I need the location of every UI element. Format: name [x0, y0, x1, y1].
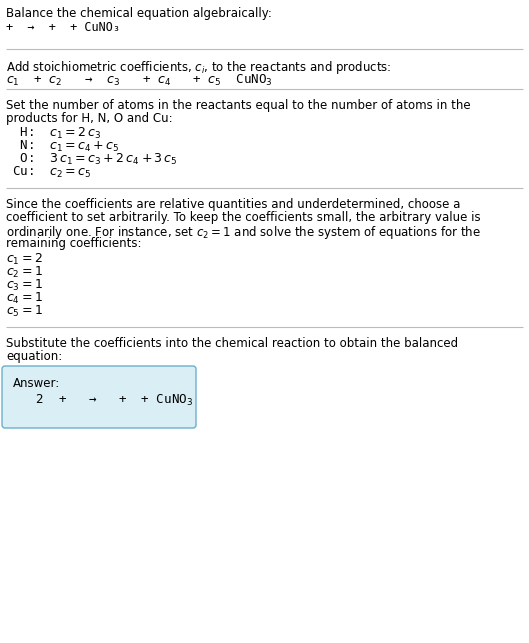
- Text: N:  $c_1 = c_4 + c_5$: N: $c_1 = c_4 + c_5$: [12, 139, 120, 154]
- Text: Cu:  $c_2 = c_5$: Cu: $c_2 = c_5$: [12, 165, 92, 180]
- Text: $c_2 = 1$: $c_2 = 1$: [6, 265, 43, 280]
- Text: ordinarily one. For instance, set $c_2 = 1$ and solve the system of equations fo: ordinarily one. For instance, set $c_2 =…: [6, 224, 481, 241]
- Text: 2  +   →   +  + CuNO$_3$: 2 + → + + CuNO$_3$: [13, 393, 193, 408]
- Text: equation:: equation:: [6, 350, 62, 363]
- Text: remaining coefficients:: remaining coefficients:: [6, 237, 141, 250]
- Text: Balance the chemical equation algebraically:: Balance the chemical equation algebraica…: [6, 7, 272, 20]
- Text: Substitute the coefficients into the chemical reaction to obtain the balanced: Substitute the coefficients into the che…: [6, 337, 458, 350]
- Text: O:  $3\,c_1 = c_3 + 2\,c_4 + 3\,c_5$: O: $3\,c_1 = c_3 + 2\,c_4 + 3\,c_5$: [12, 152, 178, 167]
- Text: H:  $c_1 = 2\,c_3$: H: $c_1 = 2\,c_3$: [12, 126, 102, 141]
- Text: +  →  +  + CuNO₃: + → + + CuNO₃: [6, 21, 120, 34]
- Text: $c_5 = 1$: $c_5 = 1$: [6, 304, 43, 319]
- Text: $c_4 = 1$: $c_4 = 1$: [6, 291, 43, 306]
- Text: $c_1 = 2$: $c_1 = 2$: [6, 252, 43, 267]
- FancyBboxPatch shape: [2, 366, 196, 428]
- Text: products for H, N, O and Cu:: products for H, N, O and Cu:: [6, 112, 172, 125]
- Text: Add stoichiometric coefficients, $c_i$, to the reactants and products:: Add stoichiometric coefficients, $c_i$, …: [6, 59, 391, 76]
- Text: Set the number of atoms in the reactants equal to the number of atoms in the: Set the number of atoms in the reactants…: [6, 99, 471, 112]
- Text: Since the coefficients are relative quantities and underdetermined, choose a: Since the coefficients are relative quan…: [6, 198, 460, 211]
- Text: Answer:: Answer:: [13, 377, 60, 390]
- Text: coefficient to set arbitrarily. To keep the coefficients small, the arbitrary va: coefficient to set arbitrarily. To keep …: [6, 211, 481, 224]
- Text: $c_3 = 1$: $c_3 = 1$: [6, 278, 43, 293]
- Text: $c_1$  + $c_2$   →  $c_3$   + $c_4$   + $c_5$  CuNO$_3$: $c_1$ + $c_2$ → $c_3$ + $c_4$ + $c_5$ Cu…: [6, 73, 272, 88]
